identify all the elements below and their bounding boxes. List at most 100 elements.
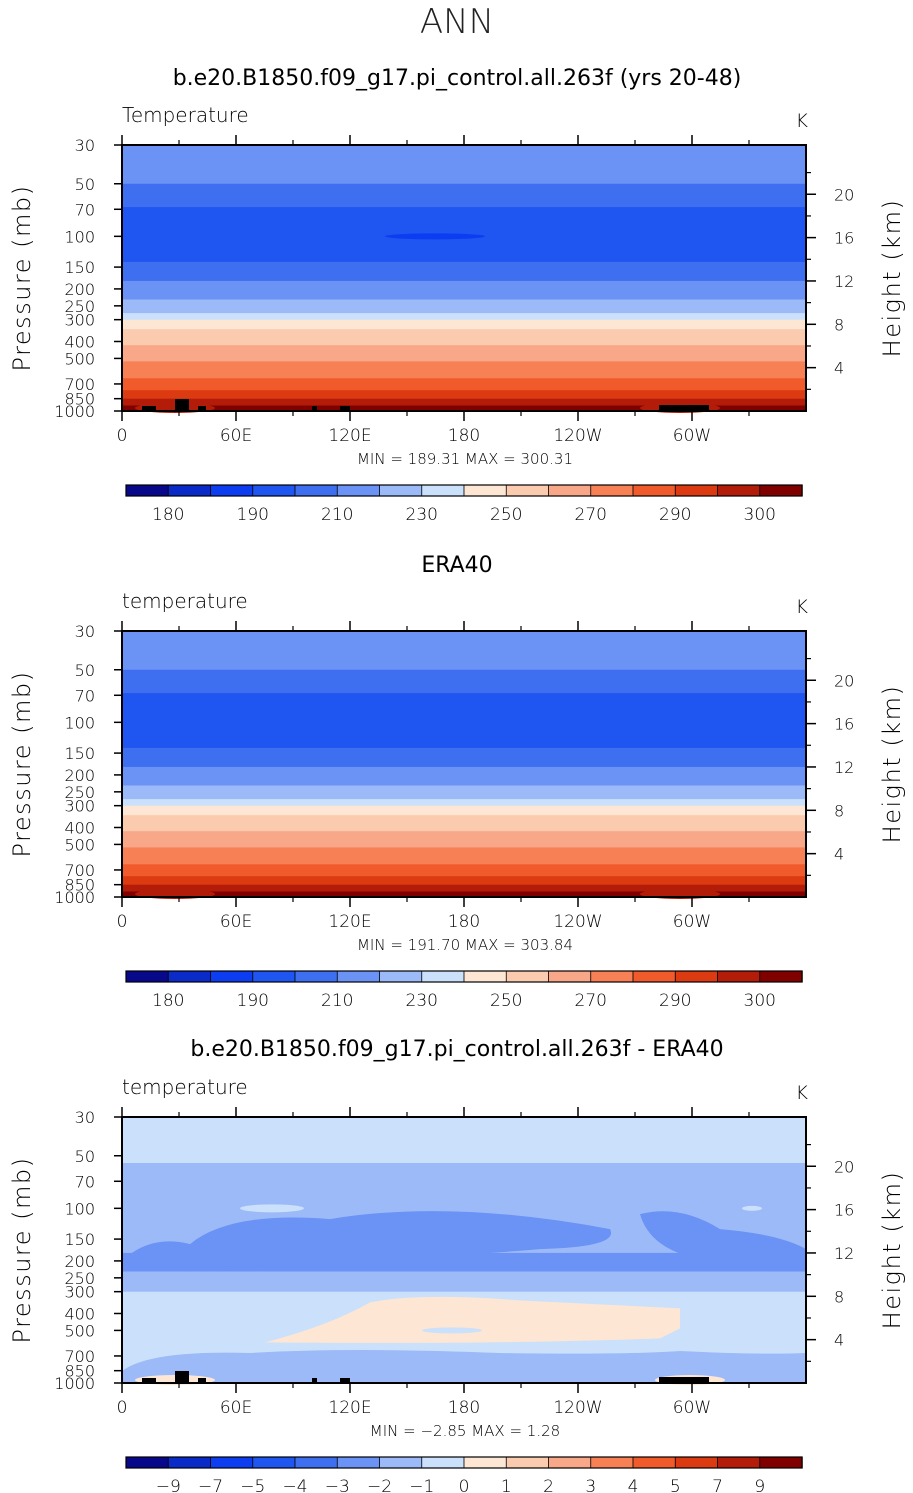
colorbar-swatch <box>210 970 254 983</box>
colorbar-swatch <box>674 484 719 497</box>
colorbar-label: 4 <box>628 1477 639 1493</box>
y-tick-label: 150 <box>64 1230 95 1249</box>
y-tick-label: 700 <box>64 375 95 394</box>
contour-band <box>122 361 806 379</box>
colorbar-swatch <box>379 970 423 983</box>
colorbar-frame <box>125 484 803 497</box>
y-tick-label: 400 <box>64 332 95 351</box>
y-tick-label: 100 <box>64 713 95 732</box>
contour-band <box>122 299 806 314</box>
x-tick-label: 120W <box>553 1398 602 1418</box>
x-tick-label: 120E <box>328 426 371 446</box>
colorbar-swatch <box>590 484 634 497</box>
y-tick-label: 150 <box>64 744 95 763</box>
colorbar-label: 2 <box>543 1477 554 1493</box>
contour-band <box>122 390 806 400</box>
contour-band <box>122 1117 806 1164</box>
y2-tick-label: 20 <box>834 185 854 204</box>
x-tick-label: 120E <box>328 1398 371 1418</box>
contour-band <box>122 1271 806 1293</box>
colorbar-swatch <box>759 970 803 983</box>
y2-tick-label: 12 <box>834 272 854 291</box>
contour-band <box>122 876 806 886</box>
colorbar-label: 7 <box>712 1477 723 1493</box>
topography-mask <box>312 406 317 411</box>
contour-band <box>122 891 806 898</box>
y-tick-label: 70 <box>75 1172 95 1191</box>
min-max-label: MIN = 189.31 MAX = 300.31 <box>357 450 573 468</box>
positive-contour <box>265 1296 680 1343</box>
topography-mask <box>142 406 156 411</box>
topography-mask <box>198 406 206 411</box>
y-tick-label: 250 <box>64 297 95 316</box>
y-tick-label: 50 <box>75 175 95 194</box>
panel-1: b.e20.B1850.f09_g17.pi_control.all.263f … <box>8 66 906 525</box>
topography-mask <box>659 405 709 411</box>
contour-band <box>122 280 806 301</box>
y-tick-label: 200 <box>64 766 95 785</box>
topography-mask <box>659 1377 709 1383</box>
colorbar-swatch <box>421 1456 465 1469</box>
topography-mask <box>142 1378 156 1383</box>
y-tick-label: 250 <box>64 783 95 802</box>
x-tick-label: 60E <box>220 912 252 932</box>
y-tick-label: 30 <box>75 136 95 155</box>
units-label: K <box>796 596 809 618</box>
colorbar-frame <box>125 970 803 983</box>
colorbar-swatch <box>125 970 169 983</box>
colorbar-label: 250 <box>490 991 522 1011</box>
colorbar-swatch <box>421 970 465 983</box>
colorbar-swatch <box>505 970 550 983</box>
colorbar-label: 230 <box>406 505 438 525</box>
y-tick-label: 850 <box>64 390 95 409</box>
colorbar-swatch <box>294 970 338 983</box>
y-tick-label: 1000 <box>54 402 95 421</box>
contour-band <box>122 398 806 407</box>
colorbar-label: 230 <box>406 991 438 1011</box>
colorbar-swatch <box>590 970 634 983</box>
topography-mask <box>175 1371 189 1383</box>
y2-tick-label: 4 <box>834 845 844 864</box>
colorbar-label: 300 <box>744 505 776 525</box>
min-max-label: MIN = −2.85 MAX = 1.28 <box>370 1422 560 1440</box>
y-axis-label: Pressure (mb) <box>8 1157 36 1344</box>
y-tick-label: 300 <box>64 1283 95 1302</box>
panel-2: ERA40 temperature K 0 60E 120E 180 120W 60W 30 50 7… <box>8 553 906 1011</box>
contour-band <box>122 747 806 768</box>
colorbar-swatch <box>167 970 212 983</box>
colorbar-label: −2 <box>367 1477 392 1493</box>
colorbar-swatch <box>674 1456 719 1469</box>
colorbar-label: 210 <box>321 991 353 1011</box>
colorbar-label: 290 <box>659 505 691 525</box>
y2-tick-label: 20 <box>834 1157 854 1176</box>
colorbar-label: −9 <box>156 1477 181 1493</box>
colorbar-label: −7 <box>198 1477 223 1493</box>
y-tick-label: 850 <box>64 1362 95 1381</box>
colorbar-swatch <box>379 484 423 497</box>
topography-mask <box>198 1378 206 1383</box>
colorbar-frame <box>125 1456 803 1469</box>
colorbar-swatch <box>632 970 676 983</box>
contour-band <box>122 805 806 816</box>
colorbar-swatch <box>125 1456 169 1469</box>
y2-axis-label: Height (km) <box>878 1171 906 1330</box>
y2-tick-label: 8 <box>834 1287 844 1306</box>
colorbar-swatch <box>336 1456 381 1469</box>
colorbar-label: −5 <box>240 1477 265 1493</box>
contour-band <box>122 261 806 282</box>
contour-band <box>122 329 806 346</box>
small-contour <box>240 1204 304 1213</box>
y2-tick-label: 8 <box>834 801 844 820</box>
y-tick-label: 700 <box>64 861 95 880</box>
y-tick-label: 70 <box>75 200 95 219</box>
y2-tick-label: 16 <box>834 1201 854 1220</box>
colorbar-swatch <box>252 484 296 497</box>
contour-band <box>122 799 806 807</box>
contour-band <box>122 831 806 848</box>
x-tick-label: 0 <box>117 426 128 446</box>
colorbar-swatch <box>463 1456 507 1469</box>
x-tick-label: 120W <box>553 912 602 932</box>
colorbar-swatch <box>463 484 507 497</box>
panel-title: ERA40 <box>421 553 492 578</box>
colorbar-label: 190 <box>237 991 269 1011</box>
